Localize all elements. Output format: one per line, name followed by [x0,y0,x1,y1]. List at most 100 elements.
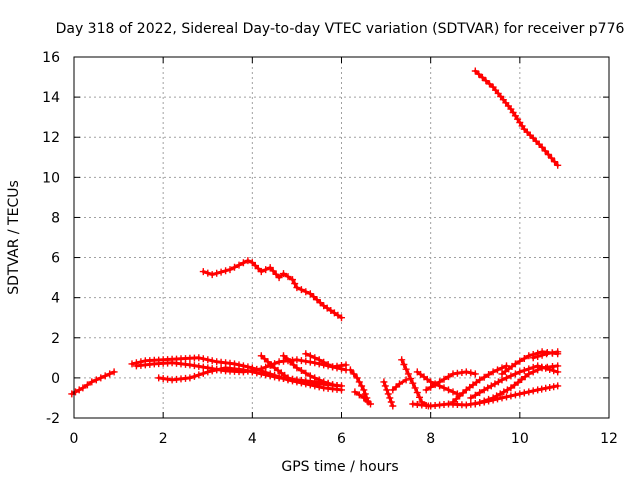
data-point [257,370,265,378]
data-point [507,372,515,380]
data-point [360,394,368,402]
data-point [538,385,546,393]
data-point [520,366,528,374]
data-point [190,362,198,370]
data-point [333,382,341,390]
data-point [204,368,212,376]
data-point [222,267,230,275]
data-point [297,286,305,294]
y-tick-label: 8 [51,210,60,226]
series-sat-k [351,388,374,408]
x-tick-label: 10 [511,431,529,447]
data-series [68,67,562,410]
series-sat-i [302,350,350,374]
series-sat-q [422,368,479,394]
data-point [516,368,524,376]
data-point [554,368,562,376]
y-axis-label: SDTVAR / TECUs [6,180,22,295]
data-point [324,361,332,368]
data-point [361,390,369,398]
data-point [289,276,296,284]
data-point [306,372,314,380]
x-tick-label: 2 [159,431,168,447]
series-sat-b [199,257,345,322]
data-point [353,374,361,382]
data-point [543,350,551,358]
data-point [297,367,305,374]
data-point [534,353,542,360]
data-point [217,365,225,373]
data-point [494,378,502,386]
data-point [471,67,479,75]
data-point [520,355,528,362]
data-point [367,400,374,408]
data-point [516,390,524,398]
data-point [195,354,203,362]
data-point [416,393,423,401]
data-point [511,381,518,389]
data-point [351,388,359,396]
data-point [534,386,542,394]
data-point [471,400,479,408]
data-point [518,376,526,383]
data-point [478,74,486,81]
data-point [208,357,216,365]
data-point [97,374,105,382]
data-point [550,383,558,391]
data-point [546,384,554,391]
data-point [467,394,475,402]
data-point [534,366,542,374]
data-point [79,384,87,392]
data-point [548,349,556,357]
data-point [498,394,506,402]
data-point [427,383,435,391]
data-point [293,284,301,292]
data-point [329,363,337,371]
data-point [75,386,83,394]
chart-title: Day 318 of 2022, Sidereal Day-to-day VTE… [56,21,625,37]
data-point [503,374,510,382]
data-point [293,377,301,385]
series-sat-v [529,348,562,362]
data-point [440,384,448,392]
data-point [204,356,212,364]
data-point [541,147,549,155]
series-sat-h [280,352,341,390]
data-point [471,391,479,399]
data-point [402,376,410,384]
data-point [338,365,345,373]
data-point [554,382,562,390]
data-point [476,399,484,406]
data-point [244,367,252,375]
data-point [529,387,537,395]
data-point [462,401,470,409]
data-point [480,397,488,405]
data-point [493,392,501,400]
data-point [186,374,194,382]
data-point [529,354,537,362]
data-point [315,356,323,364]
data-point [302,288,310,296]
data-point [217,268,225,276]
series-sat-t [471,362,562,408]
data-point [538,143,546,151]
data-point [302,369,310,377]
data-point [511,370,519,378]
series-sat-m [389,376,410,394]
data-point [311,354,319,362]
data-point [554,348,562,356]
data-point [520,389,528,397]
data-point [554,362,562,370]
data-point [286,358,294,366]
data-point [338,314,345,322]
data-point [329,381,337,389]
data-point [128,360,136,368]
data-point [507,384,515,392]
data-point [384,390,392,398]
data-point [306,352,314,360]
data-point [226,266,234,274]
data-point [487,382,495,390]
data-point [360,386,368,394]
data-point [467,369,475,377]
data-point [350,370,358,378]
